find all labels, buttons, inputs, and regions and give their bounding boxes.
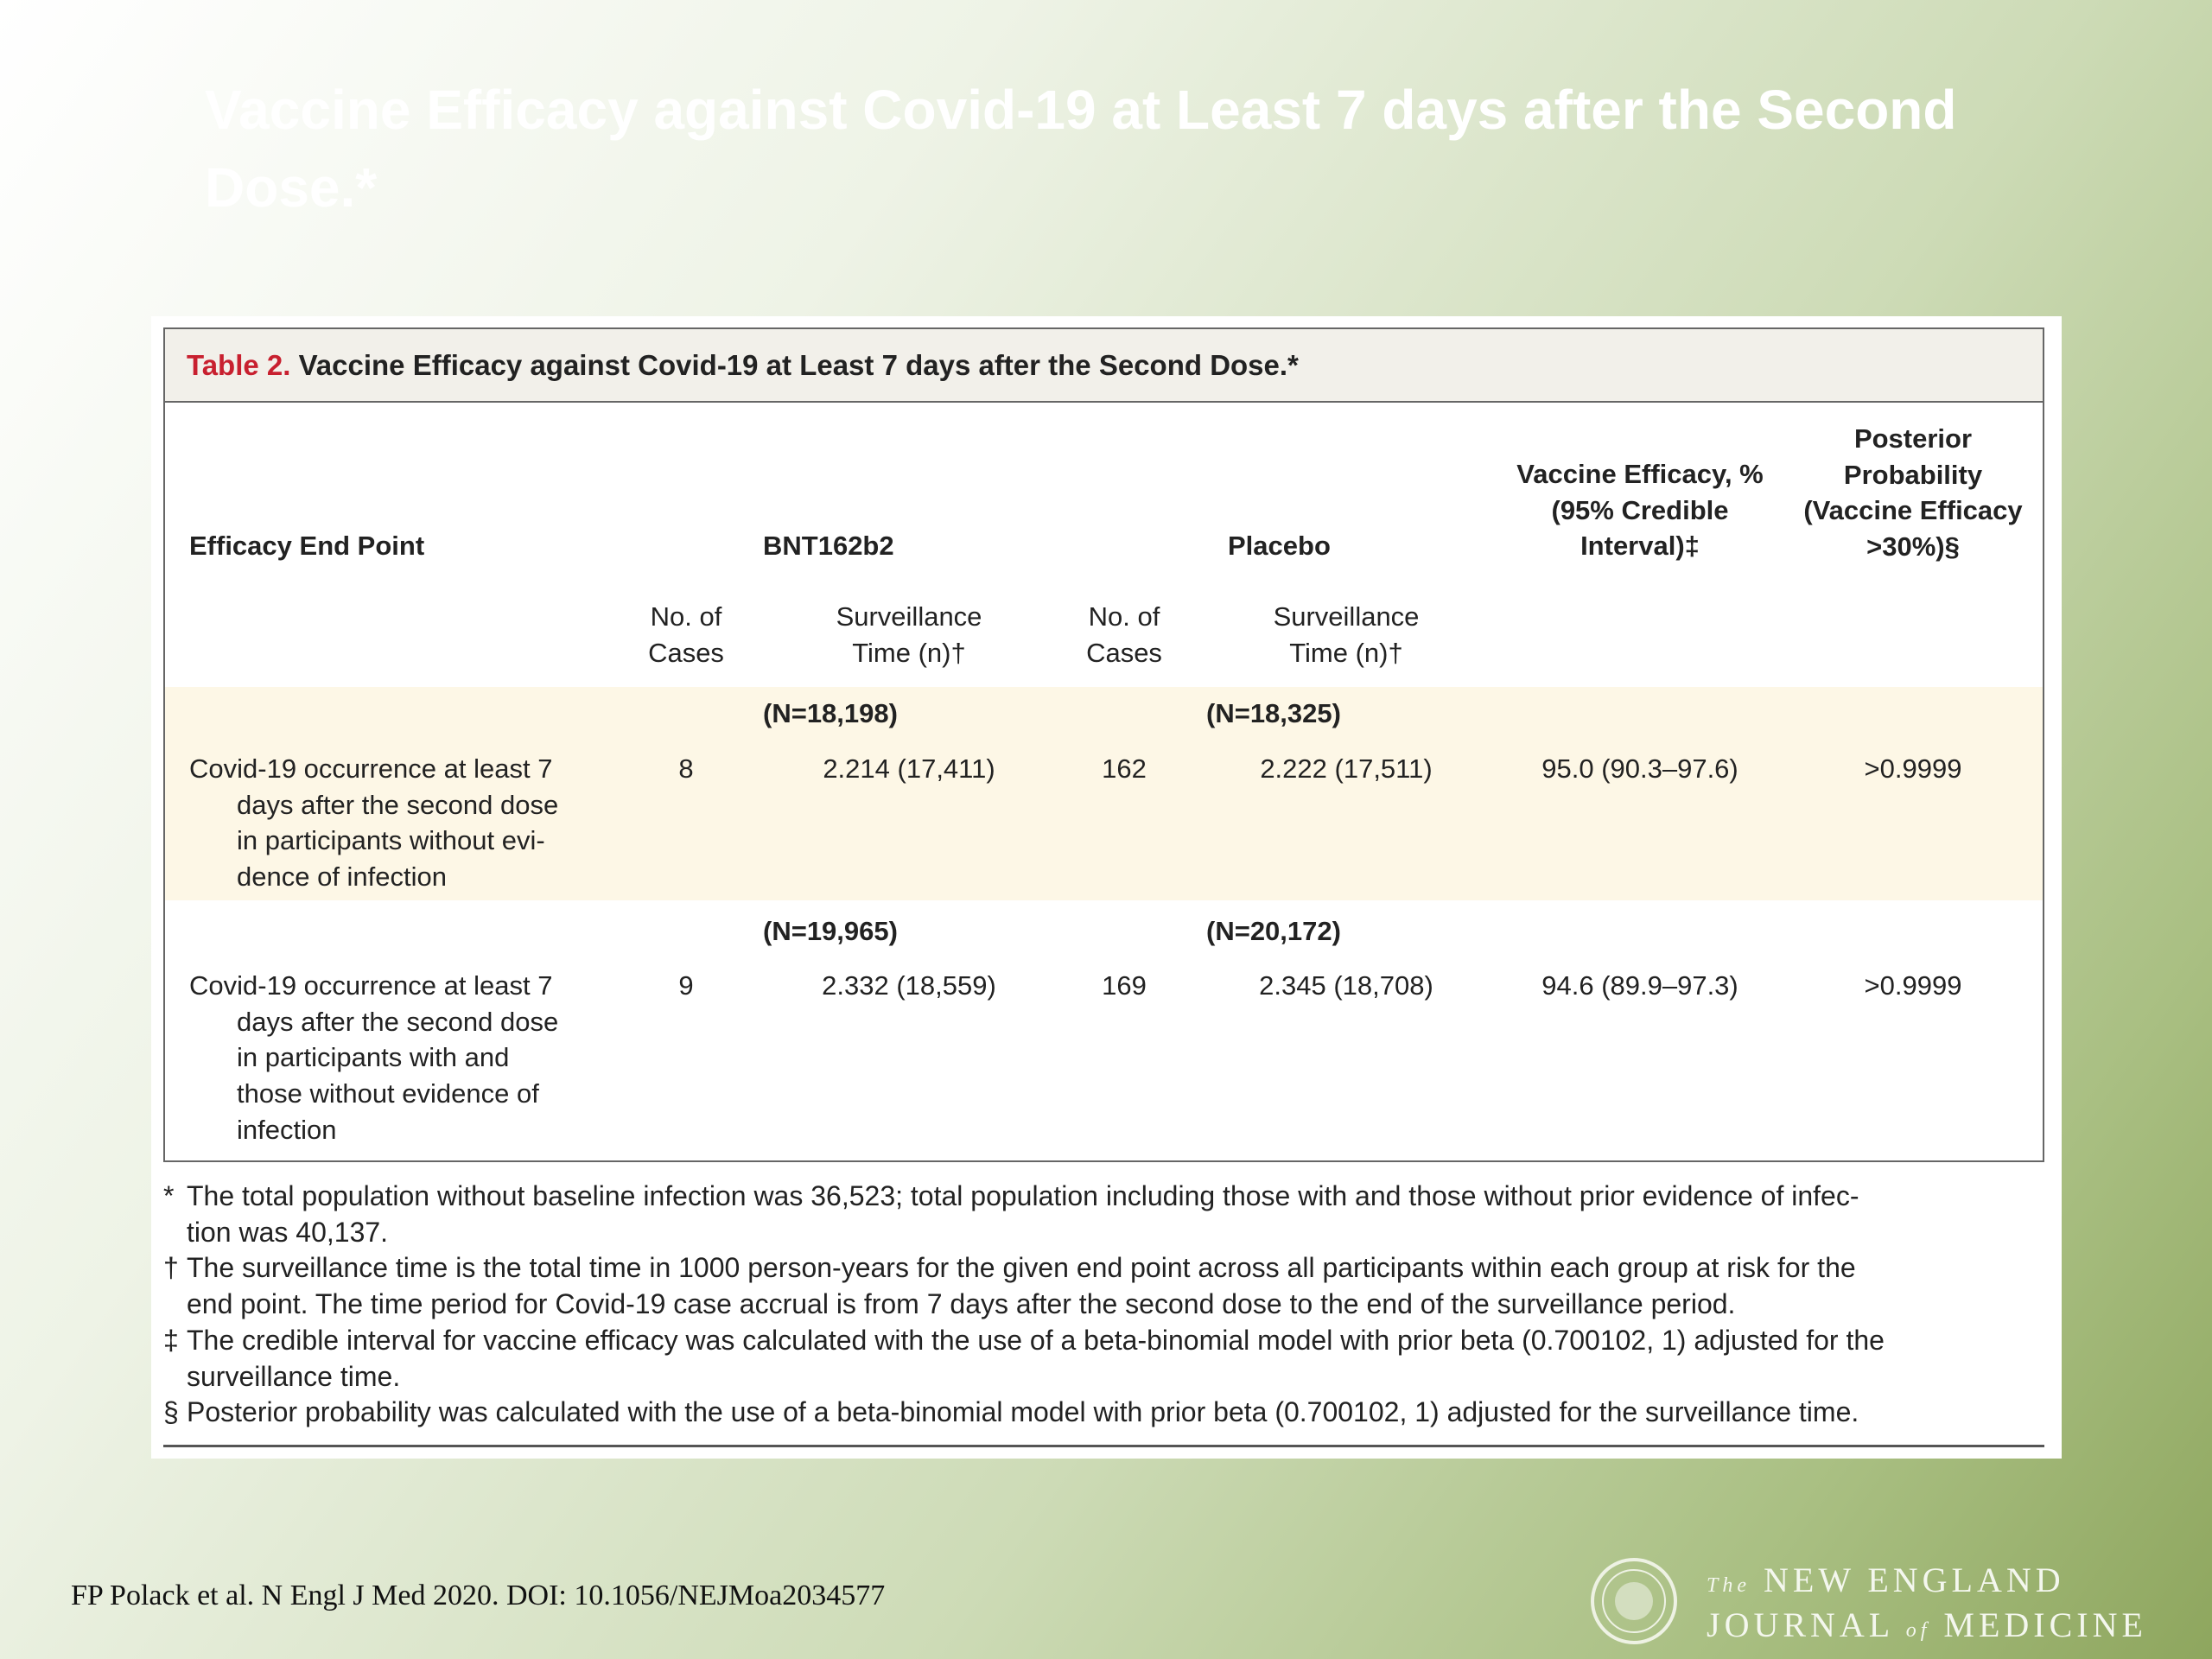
- header-line: Interval)‡: [1580, 531, 1700, 562]
- cell: 94.6 (89.9–97.3): [1541, 970, 1738, 1001]
- end-point-line: days after the second dose: [237, 1006, 559, 1037]
- header-posterior: Posterior Probability (Vaccine Efficacy …: [1803, 421, 2022, 565]
- subheader-cases: No. of Cases: [1086, 599, 1162, 671]
- end-point-line: Covid-19 occurrence at least 7: [189, 753, 553, 784]
- subheader-line: Time (n)†: [1289, 637, 1403, 668]
- subheader-line: Surveillance: [1273, 601, 1420, 632]
- cell: 8: [678, 753, 694, 784]
- footnote-mark: ‡: [163, 1324, 179, 1356]
- cell: 9: [678, 970, 694, 1001]
- logo-line: JOURNAL: [1707, 1605, 1893, 1644]
- caption-band: [165, 329, 2043, 403]
- row-shading: [165, 687, 2043, 900]
- header-line: >30%)§: [1866, 531, 1960, 563]
- footnote-rule: [163, 1445, 2044, 1447]
- group-size: (N=19,965): [763, 916, 898, 946]
- header-efficacy: Vaccine Efficacy, % (95% Credible Interv…: [1516, 456, 1763, 564]
- table-caption-text: Vaccine Efficacy against Covid-19 at Lea…: [298, 349, 1299, 381]
- header-line: Posterior: [1853, 423, 1973, 454]
- footnote-mark: §: [163, 1396, 179, 1428]
- footnote-line: The surveillance time is the total time …: [187, 1252, 1856, 1284]
- header-line: Vaccine Efficacy, %: [1516, 459, 1764, 489]
- header-line: (Vaccine Efficacy: [1803, 495, 2023, 526]
- header-line: (95% Credible: [1551, 494, 1729, 525]
- end-point-line: in participants with and: [237, 1042, 510, 1073]
- group-size: (N=20,172): [1206, 916, 1341, 946]
- header-group: BNT162b2: [763, 531, 894, 561]
- cell: 2.222 (17,511): [1260, 753, 1433, 784]
- cell: 2.214 (17,411): [823, 753, 995, 784]
- header-group: Placebo: [1228, 531, 1331, 561]
- cell: 95.0 (90.3–97.6): [1541, 753, 1738, 784]
- subheader-cases: No. of Cases: [648, 599, 724, 671]
- slide-title: Vaccine Efficacy against Covid-19 at Lea…: [205, 79, 1957, 219]
- logo-line: NEW ENGLAND: [1764, 1560, 2065, 1599]
- logo-the: The: [1707, 1574, 1751, 1597]
- end-point-line: those without evidence of: [237, 1078, 539, 1109]
- footnote-mark: *: [163, 1180, 175, 1211]
- cell: 169: [1102, 970, 1147, 1001]
- end-point-line: days after the second dose: [237, 789, 559, 820]
- footnote-line: The total population without baseline in…: [187, 1180, 1859, 1211]
- cell: 162: [1102, 753, 1147, 784]
- table-frame: [163, 327, 2044, 1162]
- subheader-time: Surveillance Time (n)†: [1274, 599, 1420, 671]
- cell: 2.345 (18,708): [1259, 970, 1433, 1001]
- footnote-line: surveillance time.: [187, 1360, 401, 1392]
- logo-line: MEDICINE: [1943, 1605, 2147, 1644]
- logo-seal: [1591, 1558, 1677, 1644]
- citation: FP Polack et al. N Engl J Med 2020. DOI:…: [71, 1580, 886, 1611]
- subheader-line: Cases: [1086, 637, 1162, 668]
- subheader-line: Cases: [648, 637, 724, 668]
- cell: >0.9999: [1864, 970, 1962, 1001]
- end-point-line: Covid-19 occurrence at least 7: [189, 970, 553, 1001]
- end-point-line: dence of infection: [237, 861, 448, 893]
- header-line: Probability: [1843, 459, 1983, 490]
- footnote-line: Posterior probability was calculated wit…: [187, 1396, 1859, 1428]
- footnote-line: The credible interval for vaccine effica…: [187, 1324, 1885, 1356]
- logo-of: of: [1905, 1619, 1931, 1642]
- footnote-line: tion was 40,137.: [187, 1216, 389, 1248]
- subheader-line: No. of: [650, 601, 722, 632]
- subheader-time: Surveillance Time (n)†: [836, 599, 982, 671]
- group-size: (N=18,325): [1206, 698, 1341, 728]
- table-caption: Table 2. Vaccine Efficacy against Covid-…: [187, 347, 1299, 384]
- end-point-line: in participants without evi-: [237, 825, 545, 856]
- cell: >0.9999: [1864, 753, 1962, 784]
- subheader-line: Surveillance: [836, 601, 982, 632]
- end-point-line: infection: [237, 1114, 337, 1145]
- header-end-point: Efficacy End Point: [189, 531, 425, 561]
- footnote-line: end point. The time period for Covid-19 …: [187, 1288, 1736, 1320]
- logo-text: The NEW ENGLAND JOURNAL of MEDICINE: [1707, 1560, 2147, 1650]
- cell: 2.332 (18,559): [822, 970, 996, 1001]
- subheader-line: Time (n)†: [852, 637, 966, 668]
- footnote-mark: †: [163, 1252, 179, 1284]
- group-size: (N=18,198): [763, 698, 898, 728]
- subheader-line: No. of: [1088, 601, 1160, 632]
- table-label: Table 2.: [187, 349, 291, 381]
